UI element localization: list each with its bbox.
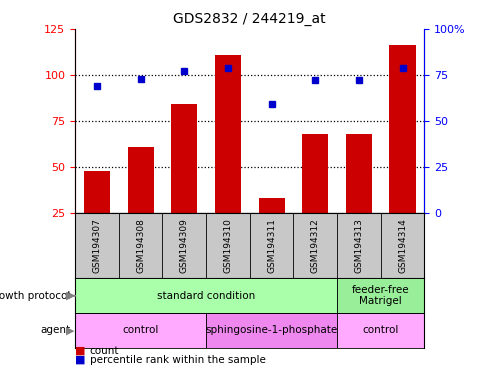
Bar	[214, 55, 241, 259]
Text: ■: ■	[75, 346, 86, 356]
Bar	[345, 134, 371, 259]
Text: count: count	[90, 346, 119, 356]
Bar	[389, 45, 415, 259]
Text: control: control	[362, 325, 398, 335]
Text: feeder-free
Matrigel: feeder-free Matrigel	[351, 285, 408, 306]
Text: standard condition: standard condition	[157, 291, 255, 301]
Text: control: control	[122, 325, 158, 335]
Text: GSM194313: GSM194313	[354, 218, 363, 273]
Bar	[127, 147, 153, 259]
Title: GDS2832 / 244219_at: GDS2832 / 244219_at	[173, 12, 325, 26]
Text: ▶: ▶	[65, 291, 74, 301]
Text: GSM194311: GSM194311	[267, 218, 275, 273]
Bar	[336, 278, 424, 313]
Bar	[75, 278, 336, 313]
Text: GSM194309: GSM194309	[180, 218, 188, 273]
Bar	[206, 313, 336, 348]
Text: ■: ■	[75, 355, 86, 365]
Text: agent: agent	[40, 325, 70, 335]
Text: GSM194310: GSM194310	[223, 218, 232, 273]
Bar	[336, 313, 424, 348]
Bar	[302, 134, 328, 259]
Bar	[84, 171, 110, 259]
Bar	[258, 199, 284, 259]
Text: sphingosine-1-phosphate: sphingosine-1-phosphate	[205, 325, 337, 335]
Bar	[171, 104, 197, 259]
Text: ▶: ▶	[65, 325, 74, 335]
Text: growth protocol: growth protocol	[0, 291, 70, 301]
Text: GSM194312: GSM194312	[310, 218, 319, 273]
Text: GSM194314: GSM194314	[397, 218, 406, 273]
Text: GSM194307: GSM194307	[92, 218, 101, 273]
Bar	[75, 313, 206, 348]
Text: percentile rank within the sample: percentile rank within the sample	[90, 355, 265, 365]
Text: GSM194308: GSM194308	[136, 218, 145, 273]
